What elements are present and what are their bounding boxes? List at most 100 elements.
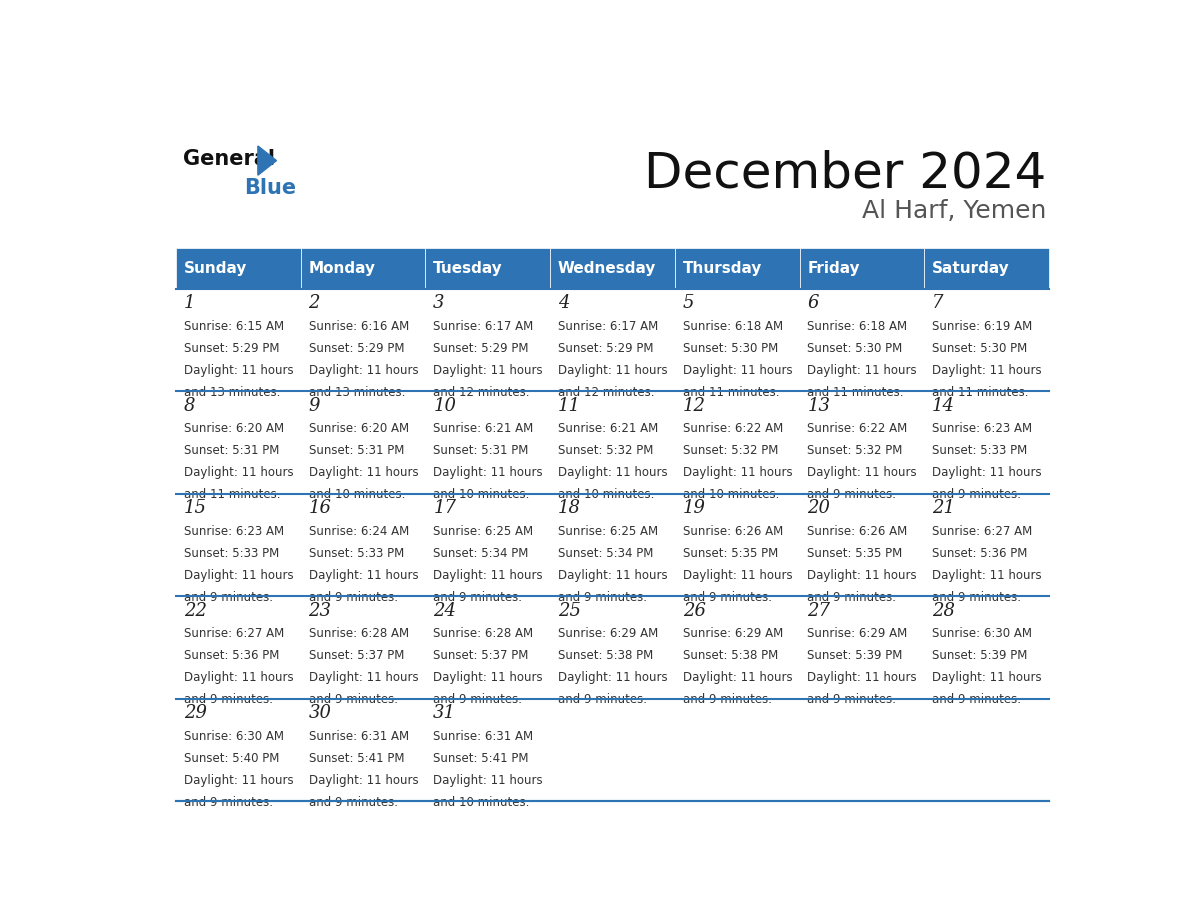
Text: 20: 20	[808, 499, 830, 518]
Text: Sunrise: 6:27 AM: Sunrise: 6:27 AM	[184, 627, 284, 640]
Text: 30: 30	[309, 704, 331, 722]
Text: Sunrise: 6:28 AM: Sunrise: 6:28 AM	[309, 627, 409, 640]
Text: Sunset: 5:37 PM: Sunset: 5:37 PM	[309, 649, 404, 662]
Text: 18: 18	[558, 499, 581, 518]
Text: Sunset: 5:32 PM: Sunset: 5:32 PM	[683, 444, 778, 457]
Bar	[425, 494, 550, 597]
Text: and 9 minutes.: and 9 minutes.	[808, 591, 896, 604]
Text: Friday: Friday	[808, 261, 860, 276]
Text: Daylight: 11 hours: Daylight: 11 hours	[558, 569, 668, 582]
Bar	[800, 391, 924, 494]
Bar	[675, 391, 800, 494]
Bar	[675, 699, 800, 801]
Text: and 11 minutes.: and 11 minutes.	[683, 386, 779, 399]
Text: and 9 minutes.: and 9 minutes.	[309, 796, 398, 809]
Text: Blue: Blue	[244, 178, 296, 198]
Text: Sunrise: 6:26 AM: Sunrise: 6:26 AM	[808, 525, 908, 538]
Text: and 9 minutes.: and 9 minutes.	[184, 796, 273, 809]
Text: Sunset: 5:33 PM: Sunset: 5:33 PM	[933, 444, 1028, 457]
Bar	[550, 494, 675, 597]
Text: Sunrise: 6:30 AM: Sunrise: 6:30 AM	[184, 730, 284, 743]
Text: Sunset: 5:30 PM: Sunset: 5:30 PM	[808, 341, 903, 355]
Text: 4: 4	[558, 295, 569, 312]
Text: Sunrise: 6:16 AM: Sunrise: 6:16 AM	[309, 319, 409, 333]
Text: Sunset: 5:35 PM: Sunset: 5:35 PM	[808, 547, 903, 560]
Text: Sunset: 5:39 PM: Sunset: 5:39 PM	[808, 649, 903, 662]
Text: 14: 14	[933, 397, 955, 415]
Text: 17: 17	[434, 499, 456, 518]
Text: Sunset: 5:30 PM: Sunset: 5:30 PM	[683, 341, 778, 355]
Text: Daylight: 11 hours: Daylight: 11 hours	[683, 466, 792, 479]
Text: 24: 24	[434, 602, 456, 620]
Text: 2: 2	[309, 295, 320, 312]
Text: and 9 minutes.: and 9 minutes.	[558, 591, 647, 604]
Text: and 9 minutes.: and 9 minutes.	[808, 693, 896, 706]
Text: Sunset: 5:36 PM: Sunset: 5:36 PM	[184, 649, 279, 662]
Text: Thursday: Thursday	[683, 261, 762, 276]
Text: 15: 15	[184, 499, 207, 518]
Text: Sunset: 5:32 PM: Sunset: 5:32 PM	[558, 444, 653, 457]
Text: 25: 25	[558, 602, 581, 620]
Text: Sunrise: 6:15 AM: Sunrise: 6:15 AM	[184, 319, 284, 333]
Bar	[550, 699, 675, 801]
Bar	[425, 391, 550, 494]
Bar	[301, 699, 425, 801]
Text: and 9 minutes.: and 9 minutes.	[683, 693, 772, 706]
Text: Daylight: 11 hours: Daylight: 11 hours	[309, 774, 418, 787]
Text: Sunrise: 6:22 AM: Sunrise: 6:22 AM	[808, 422, 908, 435]
Text: Sunset: 5:31 PM: Sunset: 5:31 PM	[434, 444, 529, 457]
Text: 9: 9	[309, 397, 320, 415]
Text: Sunday: Sunday	[184, 261, 247, 276]
Text: 26: 26	[683, 602, 706, 620]
Text: December 2024: December 2024	[644, 149, 1047, 197]
Polygon shape	[258, 146, 277, 175]
Text: Daylight: 11 hours: Daylight: 11 hours	[184, 774, 293, 787]
Text: Sunrise: 6:22 AM: Sunrise: 6:22 AM	[683, 422, 783, 435]
Text: Sunset: 5:37 PM: Sunset: 5:37 PM	[434, 649, 529, 662]
Bar	[176, 391, 301, 494]
Text: and 11 minutes.: and 11 minutes.	[184, 488, 280, 501]
Bar	[800, 248, 924, 289]
Text: Saturday: Saturday	[933, 261, 1010, 276]
Text: and 9 minutes.: and 9 minutes.	[933, 591, 1020, 604]
Text: 5: 5	[683, 295, 694, 312]
Text: Sunrise: 6:25 AM: Sunrise: 6:25 AM	[558, 525, 658, 538]
Bar	[675, 494, 800, 597]
Text: Sunrise: 6:26 AM: Sunrise: 6:26 AM	[683, 525, 783, 538]
Bar	[800, 289, 924, 391]
Text: and 9 minutes.: and 9 minutes.	[184, 591, 273, 604]
Text: Daylight: 11 hours: Daylight: 11 hours	[434, 466, 543, 479]
Text: Daylight: 11 hours: Daylight: 11 hours	[184, 466, 293, 479]
Text: Sunset: 5:30 PM: Sunset: 5:30 PM	[933, 341, 1028, 355]
Text: Sunset: 5:29 PM: Sunset: 5:29 PM	[558, 341, 653, 355]
Text: Daylight: 11 hours: Daylight: 11 hours	[808, 466, 917, 479]
Text: Daylight: 11 hours: Daylight: 11 hours	[434, 569, 543, 582]
Text: Daylight: 11 hours: Daylight: 11 hours	[309, 569, 418, 582]
Text: and 11 minutes.: and 11 minutes.	[808, 386, 904, 399]
Text: and 9 minutes.: and 9 minutes.	[184, 693, 273, 706]
Text: 29: 29	[184, 704, 207, 722]
Bar	[425, 699, 550, 801]
Bar	[800, 597, 924, 699]
Text: Sunrise: 6:23 AM: Sunrise: 6:23 AM	[184, 525, 284, 538]
Text: Sunrise: 6:31 AM: Sunrise: 6:31 AM	[309, 730, 409, 743]
Text: Wednesday: Wednesday	[558, 261, 656, 276]
Text: Sunrise: 6:29 AM: Sunrise: 6:29 AM	[808, 627, 908, 640]
Bar	[301, 289, 425, 391]
Text: Sunset: 5:34 PM: Sunset: 5:34 PM	[434, 547, 529, 560]
Text: Daylight: 11 hours: Daylight: 11 hours	[933, 364, 1042, 377]
Text: and 9 minutes.: and 9 minutes.	[933, 488, 1020, 501]
Text: Daylight: 11 hours: Daylight: 11 hours	[808, 569, 917, 582]
Bar	[924, 699, 1049, 801]
Text: 22: 22	[184, 602, 207, 620]
Text: Daylight: 11 hours: Daylight: 11 hours	[683, 671, 792, 684]
Text: Daylight: 11 hours: Daylight: 11 hours	[184, 569, 293, 582]
Text: and 9 minutes.: and 9 minutes.	[933, 693, 1020, 706]
Text: Daylight: 11 hours: Daylight: 11 hours	[309, 466, 418, 479]
Bar	[301, 494, 425, 597]
Text: Daylight: 11 hours: Daylight: 11 hours	[808, 671, 917, 684]
Text: Daylight: 11 hours: Daylight: 11 hours	[558, 364, 668, 377]
Text: and 9 minutes.: and 9 minutes.	[434, 693, 523, 706]
Bar	[924, 289, 1049, 391]
Bar	[425, 597, 550, 699]
